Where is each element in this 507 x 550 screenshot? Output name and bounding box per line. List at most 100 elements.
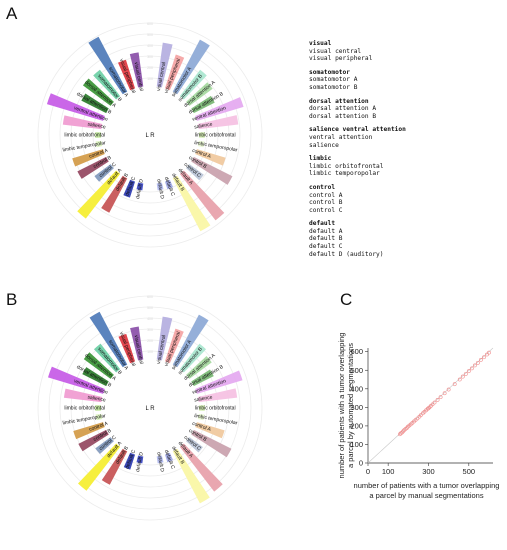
legend-item: visual peripheral [309, 55, 373, 63]
polar-bar [197, 388, 238, 403]
legend-group: visual visual central visual peripheral [309, 40, 504, 63]
polar-bar [172, 175, 211, 232]
polar-segment-label: salience [194, 394, 213, 403]
scatter-point [401, 429, 406, 433]
polar-segment-label: salience [87, 121, 106, 130]
x-axis-label-line1: number of patients with a tumor overlapp… [354, 481, 500, 490]
x-axis-label-line2: a parcel by manual segmentations [369, 491, 483, 500]
radial-tick-label: 200 [147, 66, 153, 70]
polar-bar [156, 316, 173, 361]
y-tick-label: 200 [350, 421, 363, 430]
polar-segment-label: visual central [133, 62, 144, 92]
polar-bar [46, 93, 105, 121]
polar-bar [118, 59, 136, 91]
y-tick-label: 600 [350, 347, 363, 356]
legend-group-title: dorsal attention [309, 97, 369, 105]
polar-bar [83, 352, 114, 379]
scatter-point [463, 372, 468, 376]
polar-bar [191, 429, 232, 458]
scatter-point [482, 355, 486, 360]
radial-tick-label: 600 [147, 295, 153, 299]
polar-bar [186, 82, 213, 106]
polar-bar [118, 333, 136, 364]
radial-grid-circle [48, 306, 252, 510]
radial-grid-circle [37, 22, 263, 248]
scatter-point [432, 400, 437, 405]
polar-bar [164, 54, 185, 91]
scatter-point [487, 350, 491, 355]
scatter-point [446, 387, 451, 392]
scatter-point [457, 377, 462, 382]
polar-bar [191, 95, 215, 114]
polar-bar [186, 356, 212, 379]
scatter-point [430, 402, 435, 407]
radial-tick-label: 400 [147, 317, 153, 321]
legend-group-title: visual [309, 40, 332, 47]
scatter-point [438, 395, 443, 400]
x-tick-label: 500 [463, 467, 476, 476]
scatter-chart-c: 0 100 300 500 0 100 200 300 400 500 600 number of p… [337, 333, 500, 500]
y-tick-label: 0 [359, 459, 363, 468]
polar-bar [195, 149, 226, 166]
polar-bar [136, 455, 144, 464]
polar-bar [73, 422, 105, 440]
scatter-point [418, 413, 423, 418]
polar-segment-label: salience [194, 121, 213, 130]
legend-group-title: salience ventral attention [309, 126, 406, 134]
polar-bar [156, 182, 164, 191]
scatter-point [460, 374, 465, 379]
y-axis-label-line2: a parcel by automated segmentations [346, 343, 355, 468]
legend-item: default D (auditory) [309, 250, 384, 258]
scatter-point [442, 391, 447, 396]
polar-bar [95, 405, 102, 411]
legend-group-title: control [309, 183, 336, 191]
polar-bar [82, 78, 114, 106]
y-tick-label: 300 [350, 403, 363, 412]
polar-bar [186, 437, 203, 453]
legend-group-title: somatomotor [309, 68, 350, 76]
polar-bar [82, 367, 109, 387]
polar-bar [136, 182, 144, 191]
polar-bar [77, 156, 109, 179]
legend-item: control B [309, 199, 343, 207]
polar-segment-label: limbic orbitofrontal [64, 132, 105, 138]
polar-bar [123, 452, 136, 470]
scatter-point [435, 398, 440, 402]
polar-bar [78, 429, 109, 452]
legend-group: limbic limbic orbitofrontal limbic temporo… [309, 155, 504, 178]
polar-bar [191, 369, 214, 387]
radial-grid-circle [59, 44, 241, 226]
legend-item: default C [309, 243, 343, 251]
radial-tick-label: 200 [147, 339, 153, 343]
scatter-point [397, 432, 402, 437]
legend-item: default B [309, 235, 343, 243]
legend-item: limbic temporopolar [309, 170, 380, 178]
legend-item: ventral attention [309, 133, 373, 141]
legend-item: dorsal attention A [309, 105, 377, 113]
scatter-point [479, 357, 483, 362]
legend-item: visual central [309, 47, 362, 55]
radial-grid-circle [59, 317, 241, 499]
polar-bar [164, 179, 174, 190]
polar-bar [95, 132, 102, 138]
polar-segment-label: limbic orbitofrontal [195, 405, 236, 411]
panel-b-letter: B [6, 290, 18, 309]
polar-bar [93, 343, 121, 373]
scatter-point [485, 352, 489, 357]
polar-bar [95, 413, 103, 421]
polar-bar [47, 366, 105, 394]
polar-bar [179, 343, 207, 373]
legend-item: control A [309, 191, 343, 199]
y-tick-label: 100 [350, 440, 363, 449]
polar-bar [95, 437, 114, 455]
polar-bar [198, 132, 205, 138]
polar-bar [156, 455, 164, 464]
network-legend: visual visual central visual peripheral som… [309, 40, 504, 264]
polar-bar [195, 422, 225, 439]
polar-bar [197, 115, 239, 130]
scatter-point [426, 406, 431, 410]
polar-bar [101, 175, 128, 213]
